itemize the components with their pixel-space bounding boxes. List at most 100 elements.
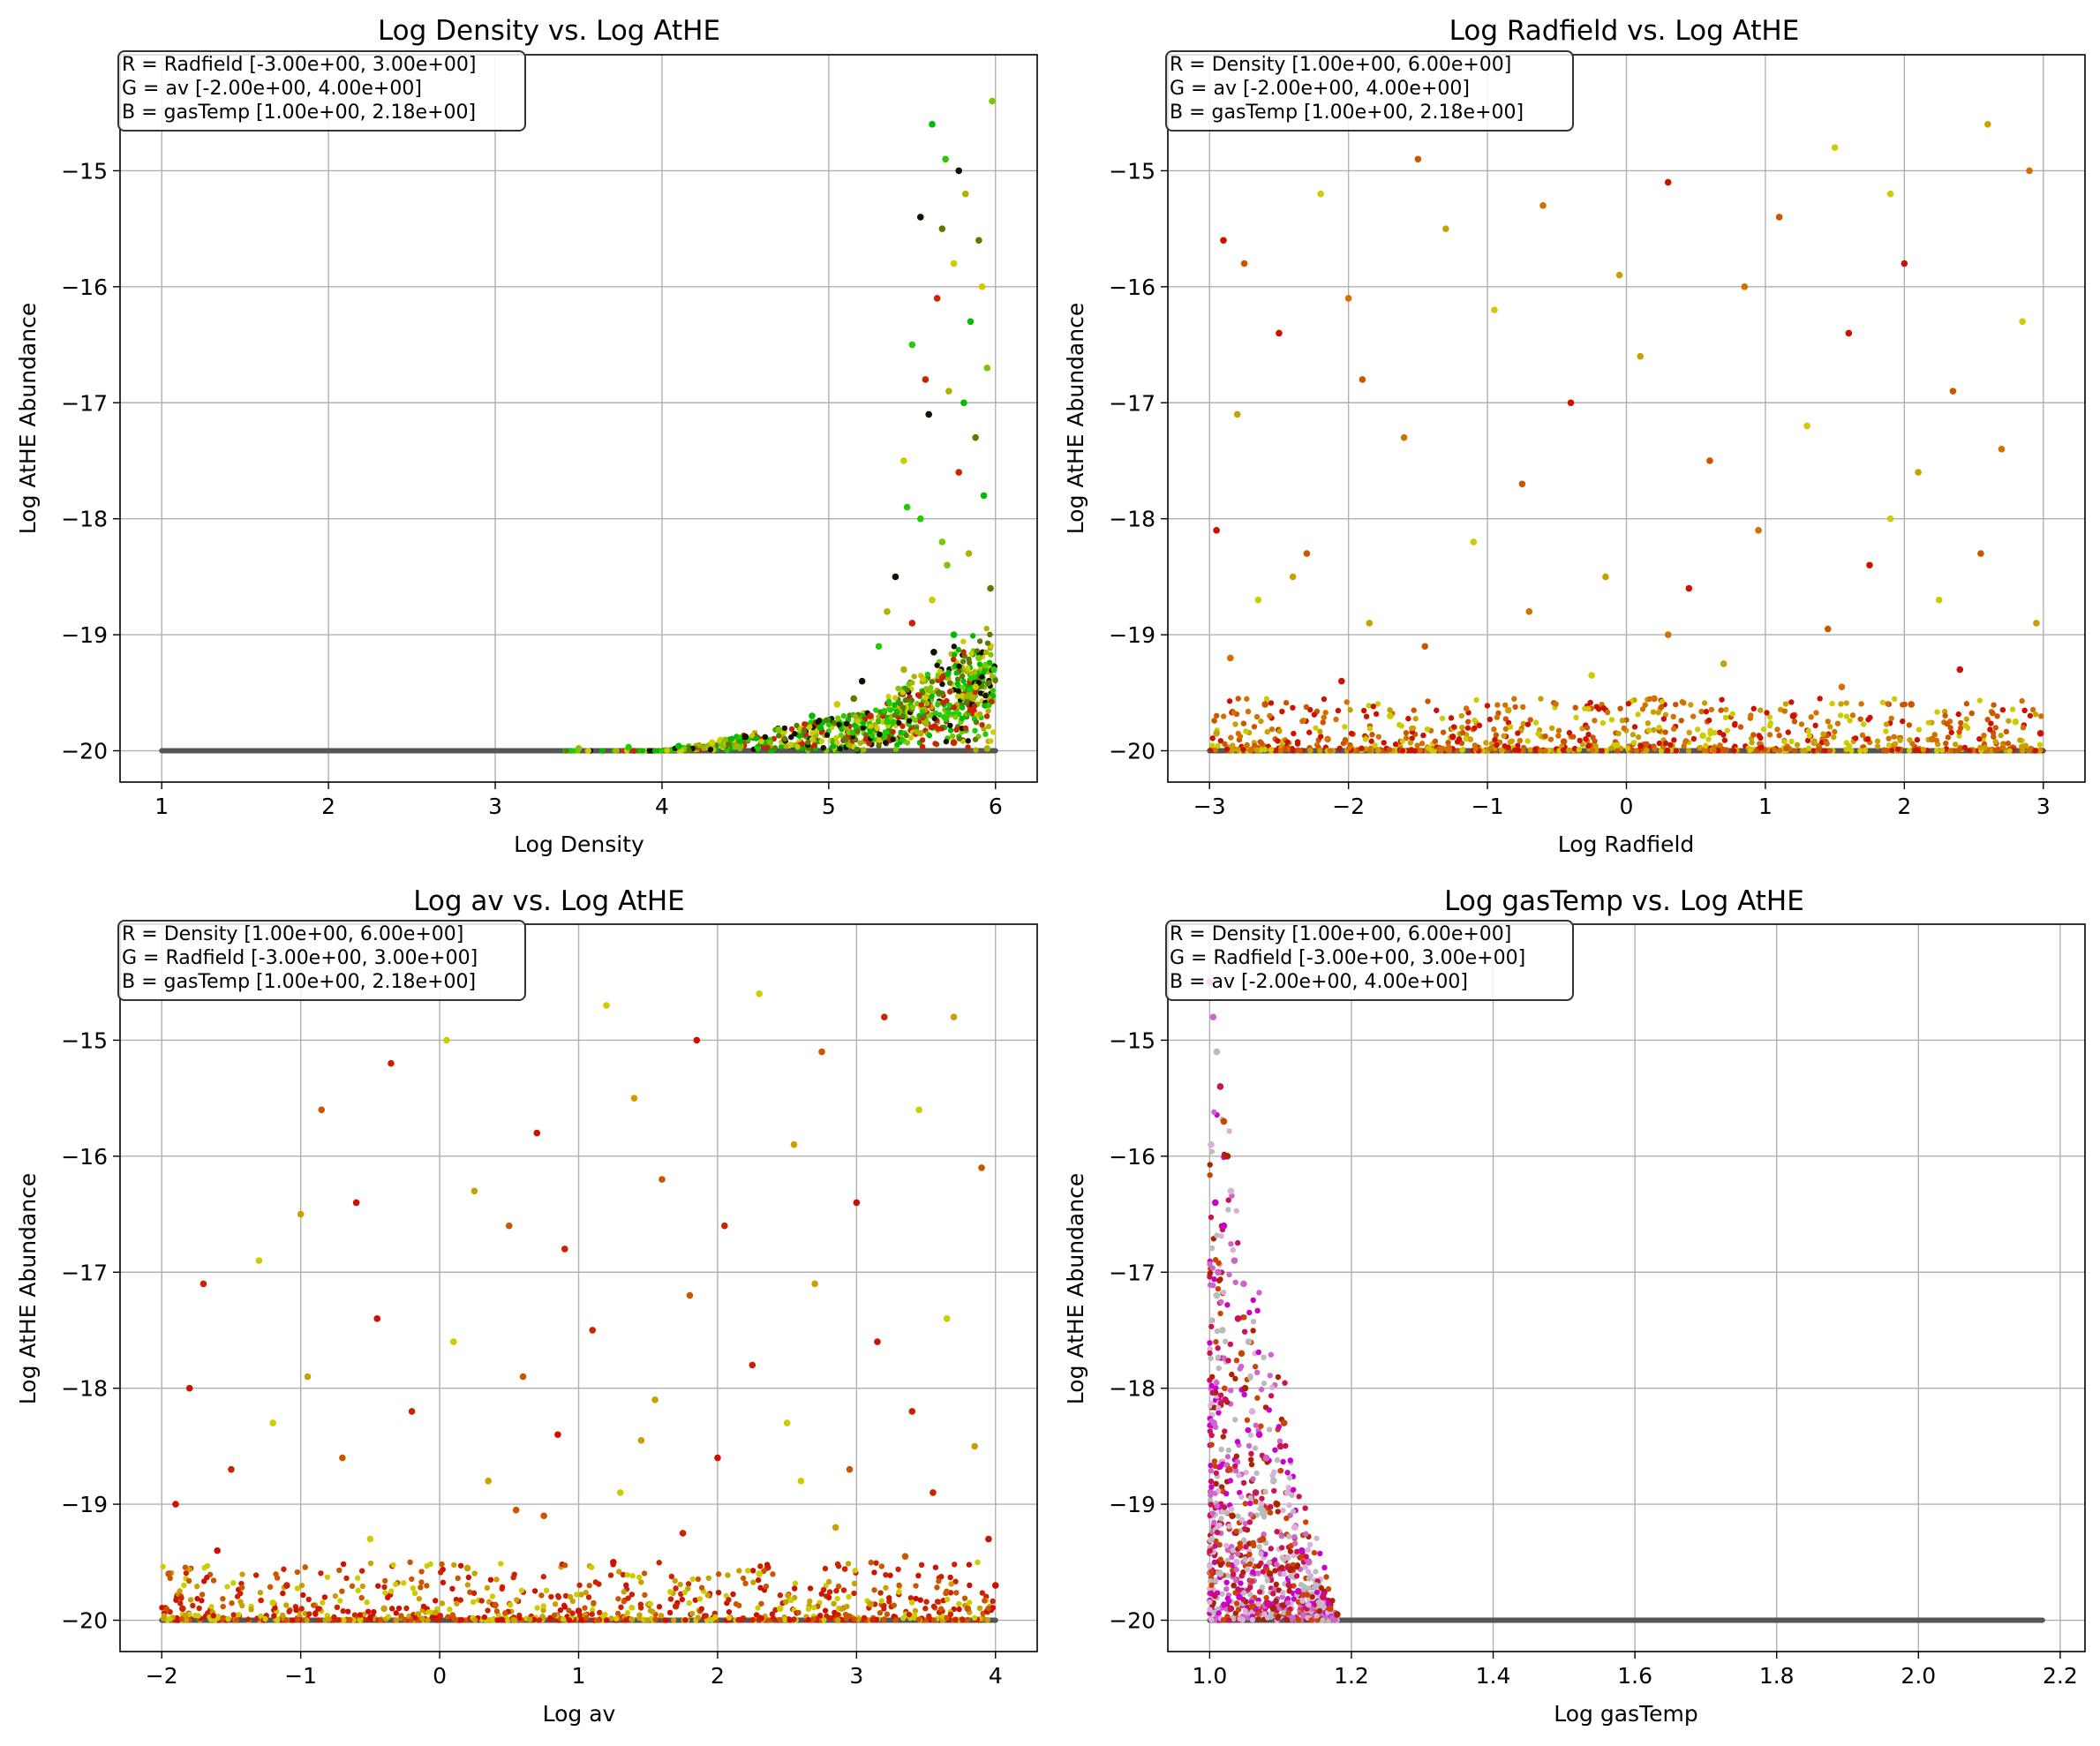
- scatter-point: [1788, 738, 1795, 745]
- scatter-point: [1373, 711, 1380, 718]
- scatter-point: [659, 1176, 666, 1183]
- scatter-point: [638, 1579, 644, 1585]
- scatter-point: [892, 573, 899, 581]
- scatter-point: [1624, 745, 1631, 752]
- scatter-point: [741, 733, 749, 741]
- x-tick-label: 2.0: [1901, 1663, 1936, 1689]
- scatter-point: [1891, 696, 1898, 703]
- scatter-point: [953, 1590, 960, 1596]
- scatter-point: [228, 1465, 235, 1473]
- scatter-point: [900, 457, 907, 464]
- scatter-point: [567, 1593, 574, 1600]
- scatter-point: [199, 1592, 206, 1598]
- scatter-point: [1913, 747, 1919, 754]
- scatter-point: [1244, 696, 1250, 702]
- scatter-point: [720, 1222, 728, 1230]
- scatter-point: [1658, 704, 1665, 711]
- scatter-point: [533, 1129, 541, 1137]
- scatter-point: [1599, 719, 1607, 726]
- scatter-point: [1323, 1574, 1329, 1580]
- scatter-point: [1662, 729, 1668, 735]
- scatter-point: [1345, 745, 1352, 751]
- scatter-point: [1685, 748, 1692, 754]
- scatter-point: [1233, 1453, 1240, 1459]
- scatter-point: [1767, 720, 1773, 726]
- scatter-point: [733, 742, 739, 749]
- scatter-point: [1311, 711, 1318, 718]
- scatter-point: [1302, 1505, 1308, 1511]
- scatter-point: [1941, 708, 1948, 715]
- scatter-point: [966, 656, 972, 663]
- scatter-point: [1222, 741, 1228, 748]
- scatter-point: [385, 1614, 392, 1620]
- scatter-point: [1547, 736, 1554, 742]
- scatter-point: [220, 1596, 226, 1602]
- scatter-point: [2019, 318, 2026, 326]
- scatter-point: [1785, 729, 1791, 735]
- scatter-point: [1269, 1384, 1276, 1391]
- scatter-point: [758, 738, 764, 745]
- x-tick-label: −1: [284, 1663, 317, 1689]
- scatter-point: [1587, 699, 1593, 706]
- scatter-point: [1957, 746, 1963, 752]
- scatter-point: [1283, 1489, 1291, 1496]
- scatter-point: [938, 674, 945, 681]
- scatter-point: [1617, 705, 1623, 711]
- scatter-point: [782, 735, 788, 742]
- scatter-point: [915, 1616, 922, 1622]
- scatter-point: [960, 649, 967, 655]
- scatter-point: [1220, 1222, 1228, 1230]
- scatter-point: [1214, 1529, 1221, 1536]
- scatter-point: [825, 721, 832, 728]
- scatter-point: [1690, 713, 1697, 719]
- scatter-point: [1214, 1232, 1220, 1238]
- scatter-point: [1305, 1547, 1312, 1553]
- scatter-point: [1238, 1494, 1245, 1501]
- scatter-point: [492, 1601, 499, 1609]
- scatter-point: [973, 747, 979, 753]
- scatter-point: [916, 730, 924, 737]
- scatter-point: [1223, 1585, 1230, 1592]
- scatter-point: [220, 1614, 227, 1621]
- scatter-point: [1248, 1461, 1255, 1468]
- scatter-point: [1230, 742, 1236, 749]
- scatter-point: [906, 1611, 913, 1618]
- scatter-point: [858, 677, 866, 685]
- scatter-point: [1697, 744, 1704, 751]
- scatter-point: [1254, 1307, 1261, 1314]
- scatter-point: [1505, 744, 1511, 750]
- scatter-point: [956, 735, 962, 741]
- scatter-point: [457, 1597, 463, 1603]
- scatter-point: [1225, 1207, 1231, 1213]
- scatter-point: [225, 1615, 231, 1622]
- scatter-point: [518, 1587, 525, 1593]
- scatter-point: [201, 1564, 207, 1571]
- scatter-point: [656, 1560, 662, 1566]
- scatter-point: [642, 1592, 648, 1599]
- scatter-point: [1375, 734, 1382, 740]
- scatter-point: [1342, 724, 1348, 730]
- scatter-point: [987, 584, 994, 592]
- scatter-point: [470, 1590, 478, 1597]
- scatter-point: [1220, 1289, 1227, 1296]
- scatter-point: [1463, 705, 1470, 712]
- scatter-point: [1237, 1544, 1244, 1550]
- scatter-point: [1532, 746, 1539, 752]
- scatter-point: [1614, 741, 1621, 749]
- scatter-point: [903, 732, 909, 739]
- scatter-point: [1299, 1612, 1306, 1618]
- scatter-point: [1804, 737, 1811, 744]
- scatter-point: [624, 1610, 631, 1616]
- scatter-point: [1290, 1614, 1297, 1622]
- scatter-point: [1426, 745, 1432, 751]
- scatter-point: [854, 727, 861, 734]
- y-tick-label: −20: [1109, 739, 1155, 764]
- scatter-point: [892, 746, 899, 752]
- scatter-point: [548, 1593, 554, 1600]
- scatter-point: [1588, 672, 1595, 679]
- scatter-point: [208, 1604, 215, 1610]
- scatter-point: [990, 1598, 996, 1605]
- scatter-point: [561, 1246, 568, 1253]
- scatter-point: [1838, 701, 1844, 707]
- scatter-point: [1897, 737, 1903, 743]
